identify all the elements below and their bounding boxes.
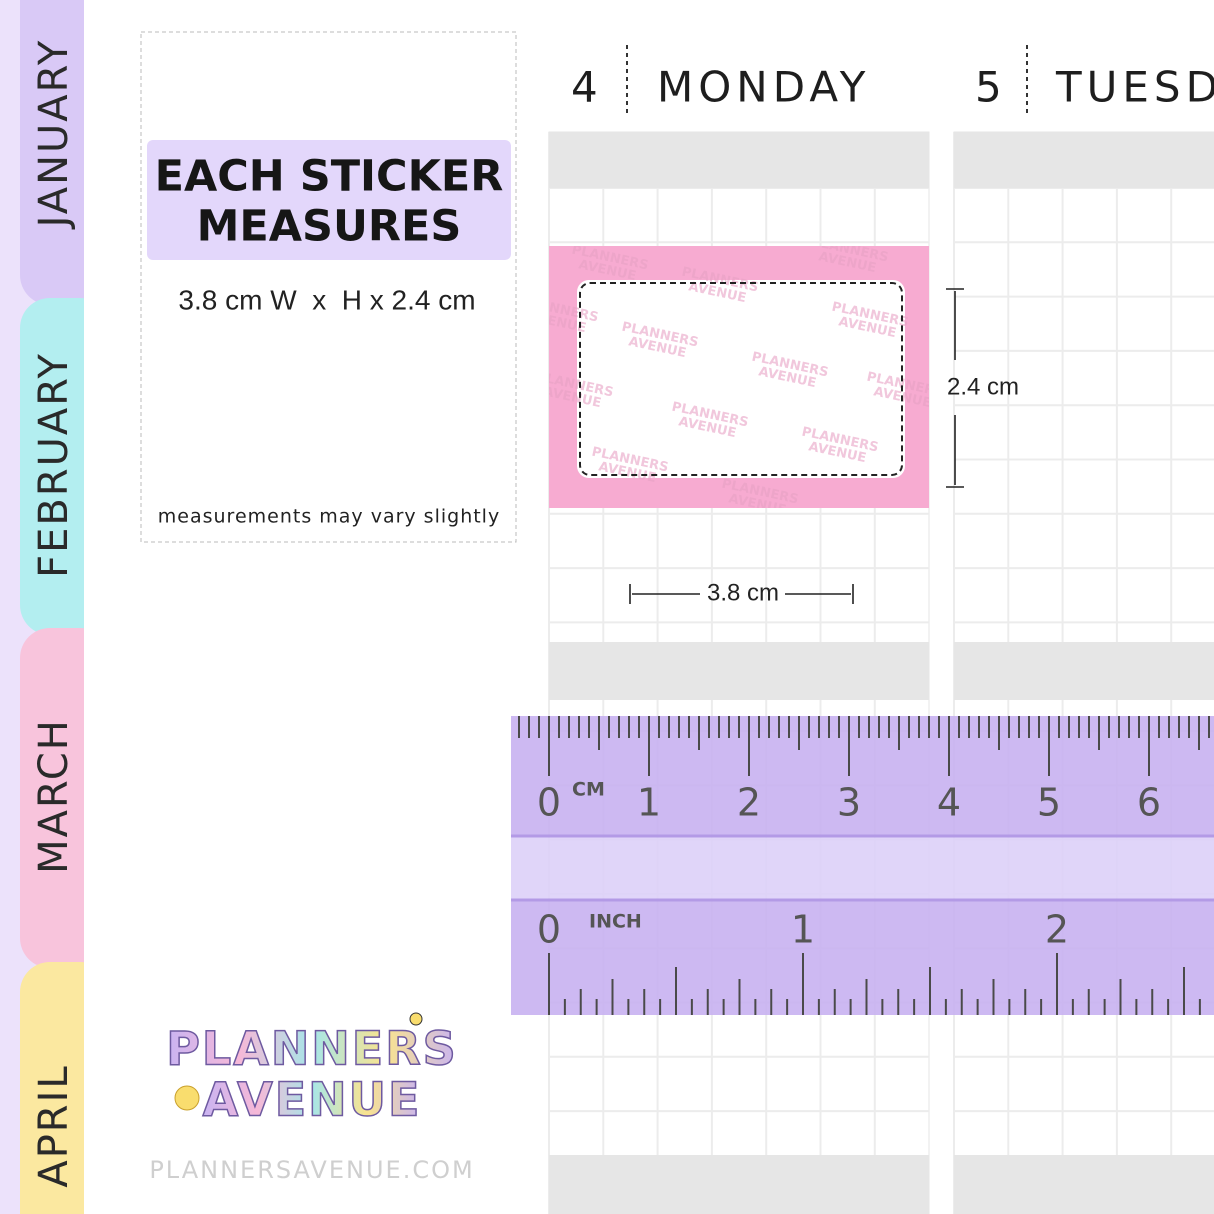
cut-line [579,282,903,476]
logo-line: AVENUE [203,1073,422,1127]
width-dimension [629,584,854,604]
height-label: 2.4 cm [947,373,1019,400]
cm-label: 1 [637,781,661,825]
day-number: 4 [571,63,603,112]
cm-label: 6 [1137,781,1161,825]
info-note: measurements may vary slightly [158,506,500,528]
header-bar [954,642,1214,700]
cm-label: 2 [737,781,761,825]
logo-sun [174,1085,200,1111]
info-title: EACH STICKER [155,152,504,202]
width-label: 3.8 cm [707,579,779,606]
title-box [147,140,511,260]
logo-line: PLANNERS [166,1022,458,1076]
sticker-label [577,280,905,478]
ruler-band [511,836,1214,900]
inch-label: 0 [537,908,561,952]
cm-unit: CM [572,779,605,801]
height-dimension [946,288,964,488]
sticker: PLANNERSAVENUE PLANNERSAVENUEPLANNERSAVEN… [549,246,929,508]
cm-label: 5 [1037,781,1061,825]
ruler: CM INCH 0 1 2 3 4 5 6 0 1 2 [511,716,1214,1015]
tab-label: FEBRUARY [31,352,77,578]
tab-label: MARCH [31,718,77,874]
cm-label: 3 [837,781,861,825]
info-size: 3.8 cm W x H x 2.4 cm [178,284,475,315]
header-bar [954,132,1214,188]
header-bar [549,1155,929,1214]
day-name: TUESDAY [1055,63,1214,112]
logo: PLANNERS AVENUE [165,1012,458,1127]
inch-unit: INCH [589,911,642,933]
info-title: MEASURES [197,202,462,252]
ruler-band [511,900,1214,1015]
header-bar [549,132,929,188]
logo-bee [409,1012,423,1026]
cm-label: 4 [937,781,961,825]
inch-label: 1 [791,908,815,952]
cm-label: 0 [537,781,561,825]
inch-label: 2 [1045,908,1069,952]
info-box [140,31,517,543]
day-name: MONDAY [657,63,870,112]
header-bar [549,642,929,700]
tab-label: APRIL [31,1064,77,1187]
header-bar [954,1155,1214,1214]
website: PLANNERSAVENUE.COM [149,1156,474,1184]
tab-label: JANUARY [31,39,77,231]
day-number: 5 [975,63,1007,112]
